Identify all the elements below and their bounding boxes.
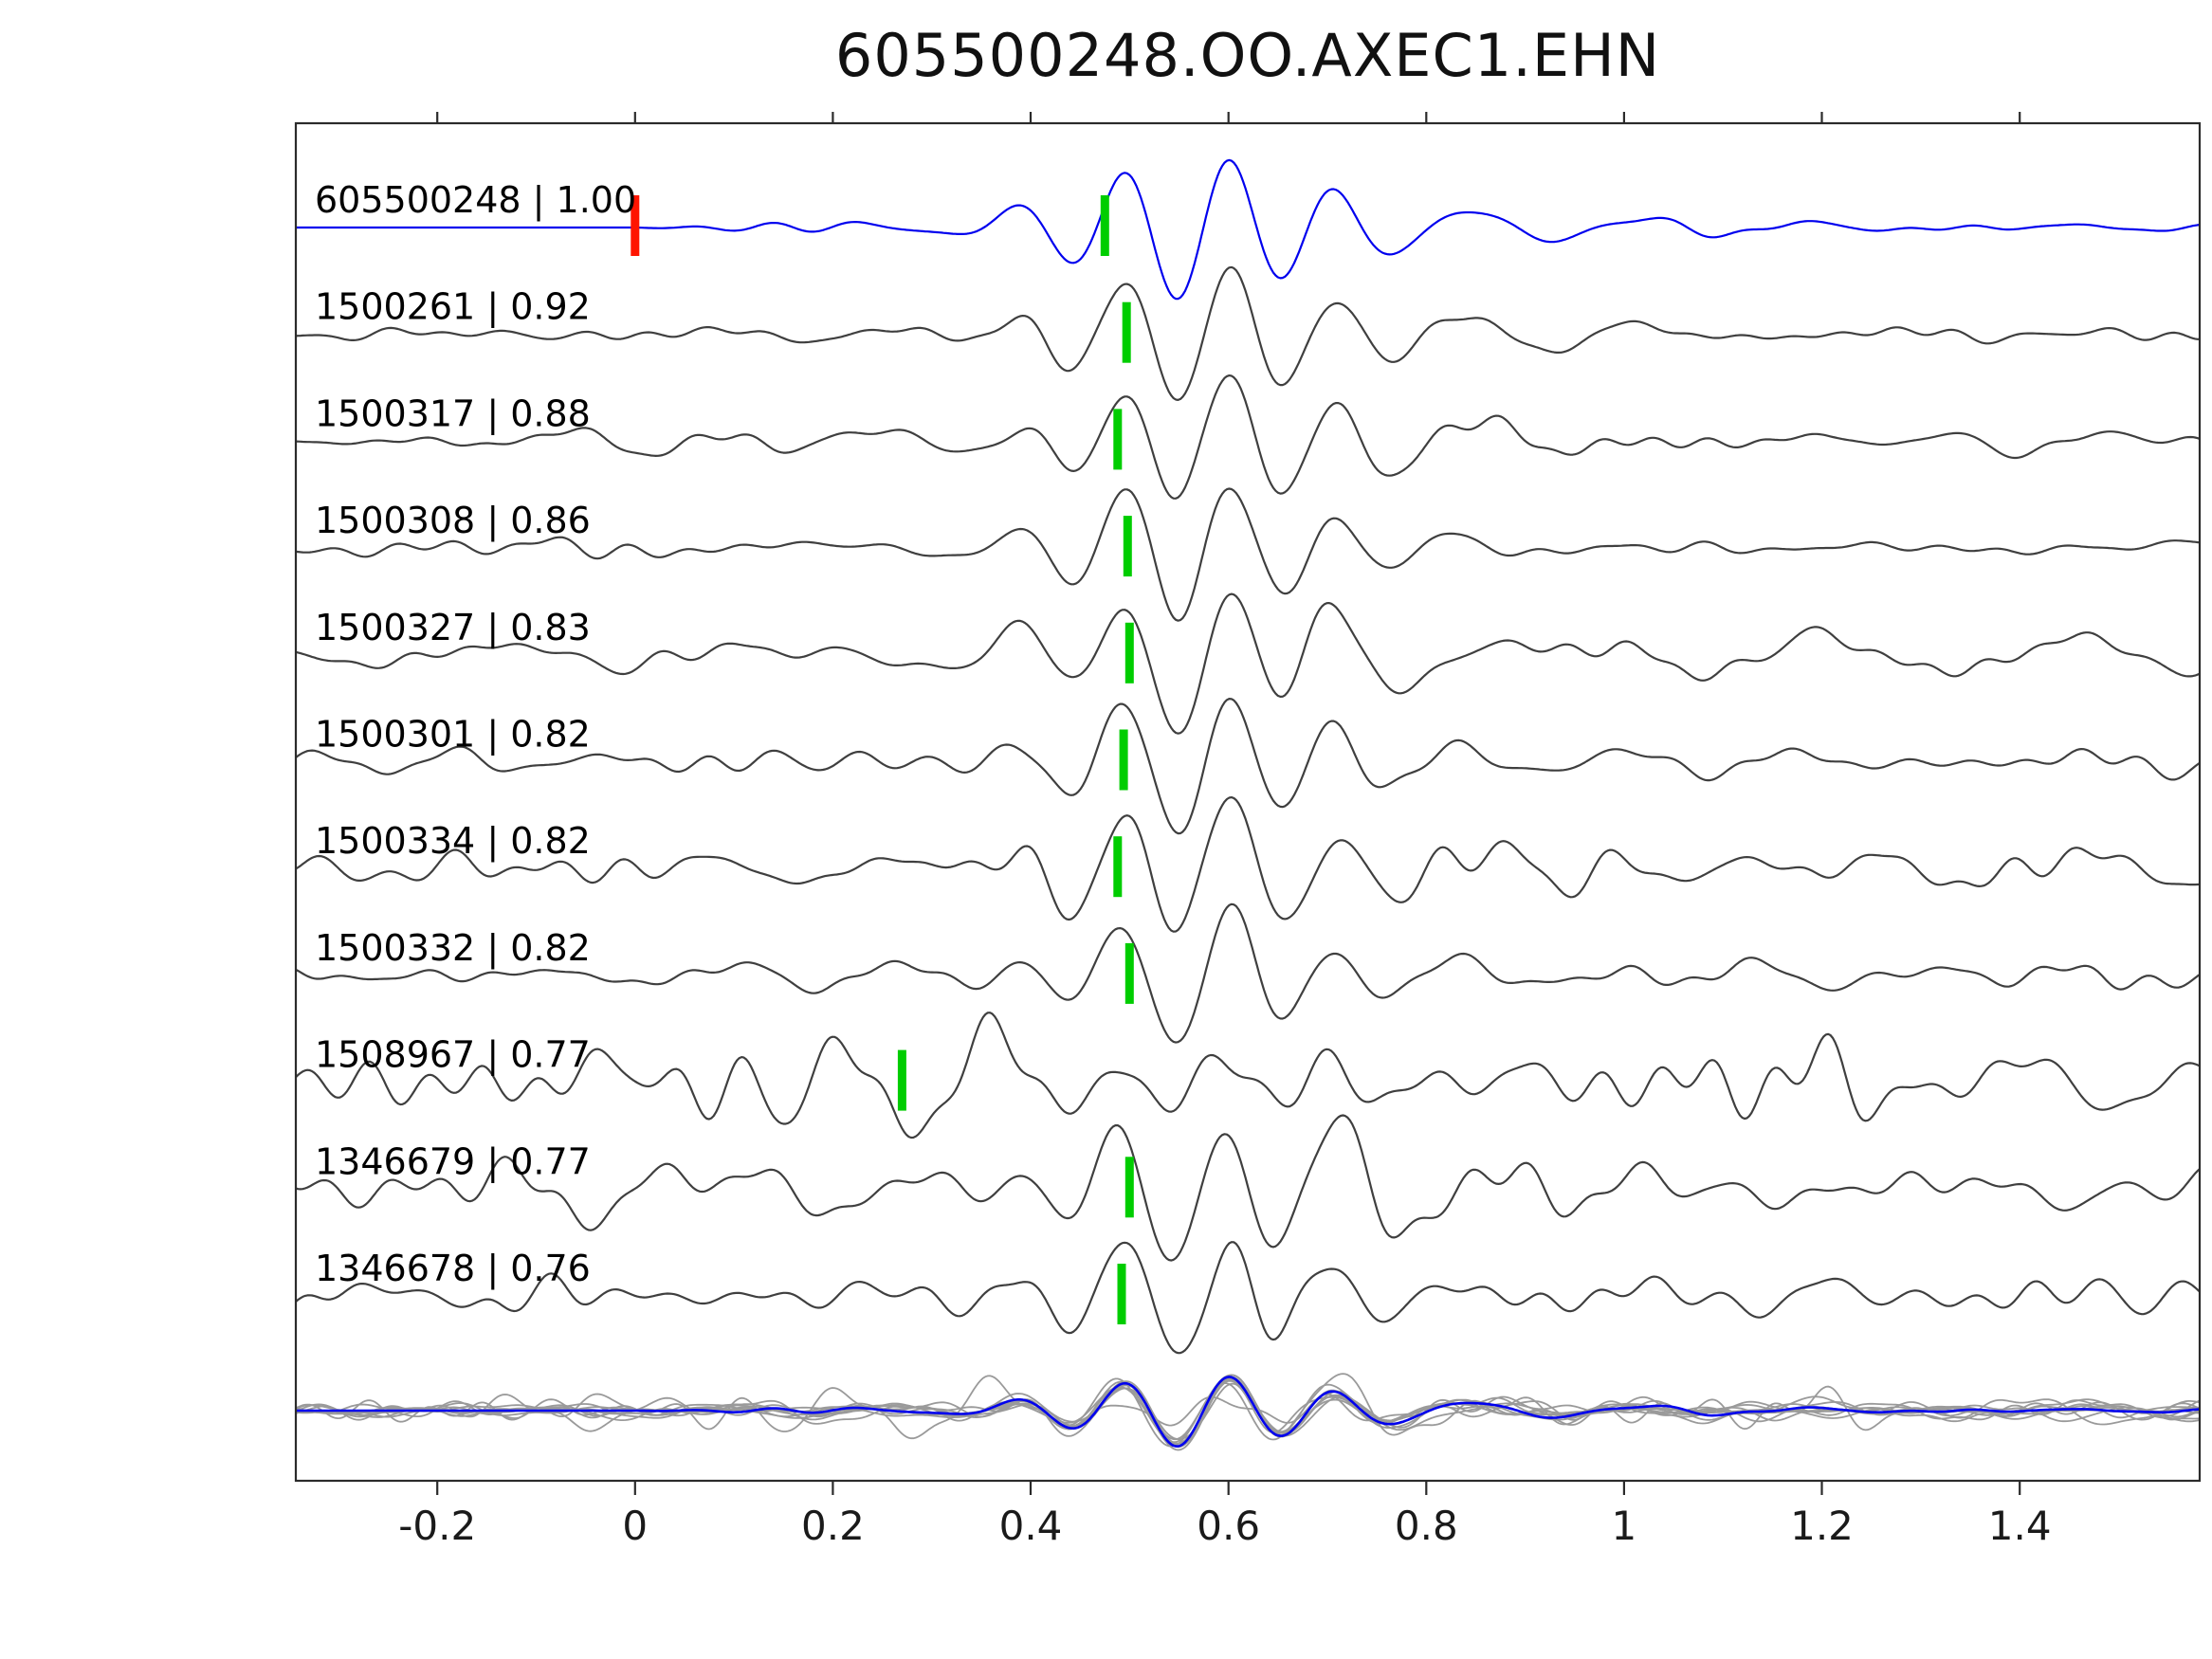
trace-label-1500308: 1500308 | 0.86 [315,500,591,542]
waveform-trace-1500308 [296,487,2200,622]
waveform-trace-605500248 [296,158,2200,301]
waveform-trace-1346678 [296,1241,2200,1355]
waveform-trace-1500327 [296,592,2200,735]
waveform-trace-1500301 [296,698,2200,835]
trace-label-605500248: 605500248 | 1.00 [315,179,636,222]
pick-marker-1500334 [1113,836,1123,898]
x-axis: -0.2 0 0.2 0.4 0.6 0.8 1 1.2 1.4 [294,112,2202,1549]
pick-marker-1346678 [1117,1264,1126,1324]
overlay-trace-1346678 [296,1382,2200,1440]
overlay-row [296,1373,2200,1451]
trace-label-1500301: 1500301 | 0.82 [315,714,591,757]
x-tick-label: 0.4 [999,1503,1063,1549]
pick-marker-1500301 [1119,729,1128,791]
trace-label-1500332: 1500332 | 0.82 [315,927,591,970]
x-tick-label: 0.6 [1197,1503,1260,1549]
trace-label-1346679: 1346679 | 0.77 [315,1140,591,1183]
x-tick-label: 1 [1612,1503,1637,1549]
pick-marker-1500308 [1123,516,1132,577]
trace-label-1508967: 1508967 | 0.77 [315,1034,591,1077]
pick-marker-1500327 [1124,622,1134,684]
waveform-trace-1508967 [296,1012,2200,1139]
overlay-template-trace [296,1376,2200,1448]
trace-label-1500261: 1500261 | 0.92 [315,286,591,329]
pick-marker-605500248 [1100,195,1109,256]
waveform-trace-1500334 [296,796,2200,933]
x-tick-label: -0.2 [398,1503,476,1549]
pick-marker-1346679 [1124,1157,1134,1218]
waveform-trace-1346679 [296,1114,2200,1262]
pick-marker-1500261 [1122,301,1131,363]
x-tick-label: 0.8 [1395,1503,1458,1549]
trace-label-1500327: 1500327 | 0.83 [315,607,591,649]
template-origin-pick-marker-605500248 [631,195,640,256]
x-tick-label: 1.2 [1790,1503,1854,1549]
trace-label-1500317: 1500317 | 0.88 [315,392,591,435]
pick-marker-1500332 [1124,942,1134,1004]
waveform-trace-1500332 [296,902,2200,1044]
axes-frame [294,121,2202,1483]
x-tick-label: 0 [622,1503,648,1549]
x-tick-label: 0.2 [801,1503,865,1549]
waveform-trace-1500317 [296,374,2200,500]
chart-title: 605500248.OO.AXEC1.EHN [834,21,1661,90]
pick-marker-1500317 [1113,409,1123,470]
trace-rows [296,158,2200,1355]
overlay-trace-1500332 [296,1374,2200,1446]
pick-markers [631,195,1134,1324]
x-tick-label: 1.4 [1988,1503,2052,1549]
waveform-trace-1500261 [296,265,2200,401]
trace-label-1500334: 1500334 | 0.82 [315,820,591,863]
pick-marker-1508967 [897,1049,906,1111]
trace-label-1346678: 1346678 | 0.76 [315,1248,591,1290]
trace-labels: 605500248 | 1.00 1500261 | 0.92 1500317 | … [315,179,636,1290]
